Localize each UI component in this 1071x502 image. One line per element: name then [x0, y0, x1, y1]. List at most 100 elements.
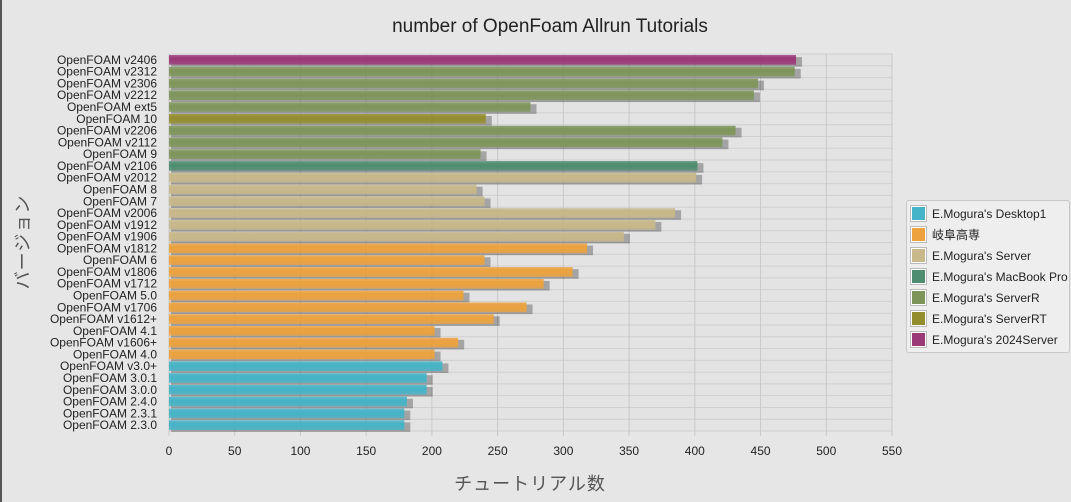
legend-label: E.Mogura's Server: [932, 248, 1031, 263]
category-label: OpenFOAM v3.0+: [60, 359, 157, 373]
x-tick-label: 0: [166, 444, 173, 458]
category-label: OpenFOAM v2112: [58, 135, 157, 149]
category-label: OpenFOAM v1906: [57, 230, 157, 244]
legend-label: E.Mogura's ServerR: [932, 290, 1040, 305]
bar: [169, 326, 435, 336]
bar: [169, 149, 481, 159]
category-label: OpenFOAM v2406: [57, 53, 157, 67]
bar: [169, 219, 656, 230]
legend-swatch: [911, 269, 926, 284]
x-tick-label: 400: [685, 444, 705, 458]
bar: [169, 231, 624, 242]
x-tick-label: 100: [290, 444, 310, 458]
legend-item: 岐阜高専: [907, 224, 1069, 245]
legend-label: E.Mogura's Desktop1: [932, 206, 1047, 221]
bar: [169, 172, 697, 183]
bar: [169, 90, 754, 101]
bar: [169, 208, 676, 218]
x-tick-label: 50: [228, 444, 242, 458]
category-label: OpenFOAM v1706: [57, 300, 157, 314]
bar: [169, 125, 736, 136]
bar: [169, 373, 427, 383]
category-label: OpenFOAM 2.4.0: [63, 395, 157, 409]
legend-swatch: [911, 290, 926, 305]
bar: [169, 161, 698, 171]
legend-swatch: [911, 311, 926, 326]
bar: [169, 278, 544, 289]
bar: [169, 137, 723, 148]
legend-item: E.Mogura's Server: [907, 245, 1069, 266]
x-tick-label: 500: [816, 444, 836, 458]
category-label: OpenFOAM 4.1: [73, 324, 157, 338]
legend-item: E.Mogura's ServerRT: [907, 308, 1069, 329]
category-label: OpenFOAM v1712: [57, 277, 157, 291]
category-label: OpenFOAM 3.0.1: [63, 371, 157, 385]
legend-item: E.Mogura's ServerR: [907, 287, 1069, 308]
legend-item: E.Mogura's Desktop1: [907, 203, 1069, 224]
bar: [169, 78, 758, 89]
category-label: OpenFOAM 5.0: [73, 289, 157, 303]
bar: [169, 55, 797, 65]
category-label: OpenFOAM v1806: [57, 265, 157, 279]
x-axis-label: チュートリアル数: [454, 474, 606, 494]
legend-label: E.Mogura's 2024Server: [932, 332, 1058, 347]
bar: [169, 349, 435, 360]
legend-swatch: [911, 248, 926, 263]
bar: [169, 255, 485, 266]
bar: [169, 267, 573, 277]
category-label: OpenFOAM v2012: [57, 171, 157, 185]
category-label: OpenFOAM 9: [83, 147, 157, 161]
category-label: OpenFOAM v2312: [57, 65, 157, 79]
category-label: OpenFOAM v2106: [57, 159, 157, 173]
category-label: OpenFOAM 10: [76, 112, 157, 126]
legend-label: E.Mogura's MacBook Pro: [932, 269, 1068, 284]
category-label: OpenFOAM 6: [83, 253, 157, 267]
legend-label: 岐阜高専: [932, 228, 981, 242]
legend-item: E.Mogura's 2024Server: [907, 329, 1069, 350]
category-label: OpenFOAM 3.0.0: [63, 383, 157, 397]
legend-label: E.Mogura's ServerRT: [932, 311, 1047, 326]
category-label: OpenFOAM 2.3.0: [63, 418, 157, 432]
chart-title: number of OpenFoam Allrun Tutorials: [392, 16, 708, 37]
bar: [169, 361, 443, 372]
x-tick-label: 250: [488, 444, 508, 458]
category-label: OpenFOAM v2206: [57, 124, 157, 138]
category-label: OpenFOAM ext5: [67, 100, 157, 114]
category-label: OpenFOAM 2.3.1: [63, 406, 157, 420]
bar: [169, 290, 464, 301]
legend-swatch: [911, 227, 926, 242]
x-tick-label: 200: [422, 444, 442, 458]
bar: [169, 113, 486, 124]
category-label: OpenFOAM v1606+: [50, 336, 157, 350]
legend-swatch: [911, 206, 926, 221]
legend-swatch: [911, 332, 926, 347]
category-label: OpenFOAM v1612+: [50, 312, 157, 326]
category-label: OpenFOAM 8: [83, 182, 157, 196]
category-label: OpenFOAM v2006: [57, 206, 157, 220]
category-label: OpenFOAM v1912: [57, 218, 157, 232]
category-label: OpenFOAM v2306: [57, 76, 157, 90]
legend: E.Mogura's Desktop1 岐阜高専 E.Mogura's Server…: [906, 200, 1070, 353]
legend-item: E.Mogura's MacBook Pro: [907, 266, 1069, 287]
category-label: OpenFOAM v1812: [57, 241, 157, 255]
x-tick-label: 450: [751, 444, 771, 458]
bar: [169, 396, 407, 407]
bar: [169, 302, 527, 313]
bar: [169, 408, 405, 419]
x-tick-label: 550: [882, 444, 902, 458]
bar: [169, 337, 459, 348]
bar: [169, 66, 795, 77]
bar: [169, 184, 477, 195]
x-tick-label: 350: [619, 444, 639, 458]
bar: [169, 314, 494, 324]
category-label: OpenFOAM 7: [83, 194, 157, 208]
bar: [169, 420, 405, 430]
bar: [169, 384, 427, 395]
bar: [169, 196, 485, 207]
x-tick-label: 300: [553, 444, 573, 458]
bar: [169, 102, 531, 112]
x-tick-label: 150: [356, 444, 376, 458]
bar: [169, 243, 588, 254]
